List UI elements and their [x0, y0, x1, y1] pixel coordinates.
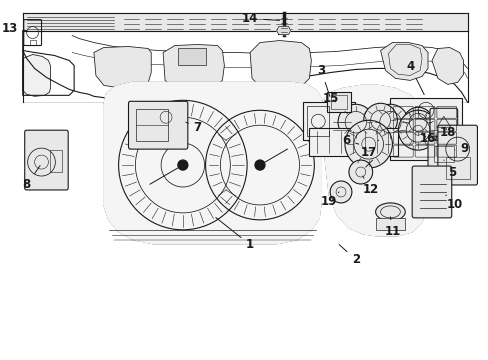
Circle shape: [403, 107, 432, 137]
FancyBboxPatch shape: [411, 166, 451, 218]
Text: 13: 13: [2, 22, 27, 35]
Text: 6: 6: [341, 134, 358, 147]
Polygon shape: [249, 41, 311, 90]
Polygon shape: [380, 42, 427, 80]
Text: 18: 18: [439, 126, 455, 139]
Polygon shape: [22, 54, 50, 96]
Text: 3: 3: [317, 64, 329, 96]
Ellipse shape: [375, 203, 405, 221]
Circle shape: [372, 104, 407, 140]
FancyBboxPatch shape: [326, 92, 350, 112]
Text: 19: 19: [320, 192, 338, 208]
FancyBboxPatch shape: [375, 218, 405, 230]
Polygon shape: [163, 45, 224, 90]
FancyBboxPatch shape: [437, 125, 476, 185]
Polygon shape: [323, 85, 427, 236]
Text: 4: 4: [405, 60, 423, 95]
Text: 12: 12: [362, 176, 378, 197]
Text: 1: 1: [215, 217, 254, 251]
FancyBboxPatch shape: [178, 48, 205, 66]
Text: 5: 5: [443, 160, 455, 179]
Circle shape: [363, 103, 397, 137]
FancyBboxPatch shape: [309, 128, 398, 156]
FancyBboxPatch shape: [128, 101, 187, 149]
Circle shape: [337, 104, 373, 140]
Text: 2: 2: [339, 244, 359, 266]
Text: 10: 10: [445, 195, 462, 211]
FancyBboxPatch shape: [303, 102, 354, 140]
FancyBboxPatch shape: [25, 130, 68, 190]
Text: 16: 16: [419, 132, 435, 145]
FancyBboxPatch shape: [389, 98, 461, 160]
Text: 17: 17: [360, 140, 378, 159]
Text: 7: 7: [185, 121, 202, 134]
Text: 15: 15: [322, 92, 339, 105]
Circle shape: [348, 160, 372, 184]
Text: 11: 11: [384, 217, 400, 238]
Text: 9: 9: [454, 141, 468, 155]
Text: 14: 14: [242, 12, 279, 25]
Polygon shape: [94, 46, 151, 88]
Circle shape: [344, 120, 392, 168]
FancyBboxPatch shape: [429, 108, 457, 136]
Polygon shape: [22, 13, 467, 31]
Circle shape: [329, 181, 351, 203]
FancyBboxPatch shape: [427, 140, 459, 168]
Polygon shape: [276, 27, 290, 35]
Polygon shape: [431, 48, 463, 84]
Circle shape: [398, 110, 437, 150]
Text: 8: 8: [22, 166, 40, 192]
Circle shape: [255, 160, 264, 170]
Polygon shape: [103, 82, 321, 244]
Circle shape: [178, 160, 187, 170]
